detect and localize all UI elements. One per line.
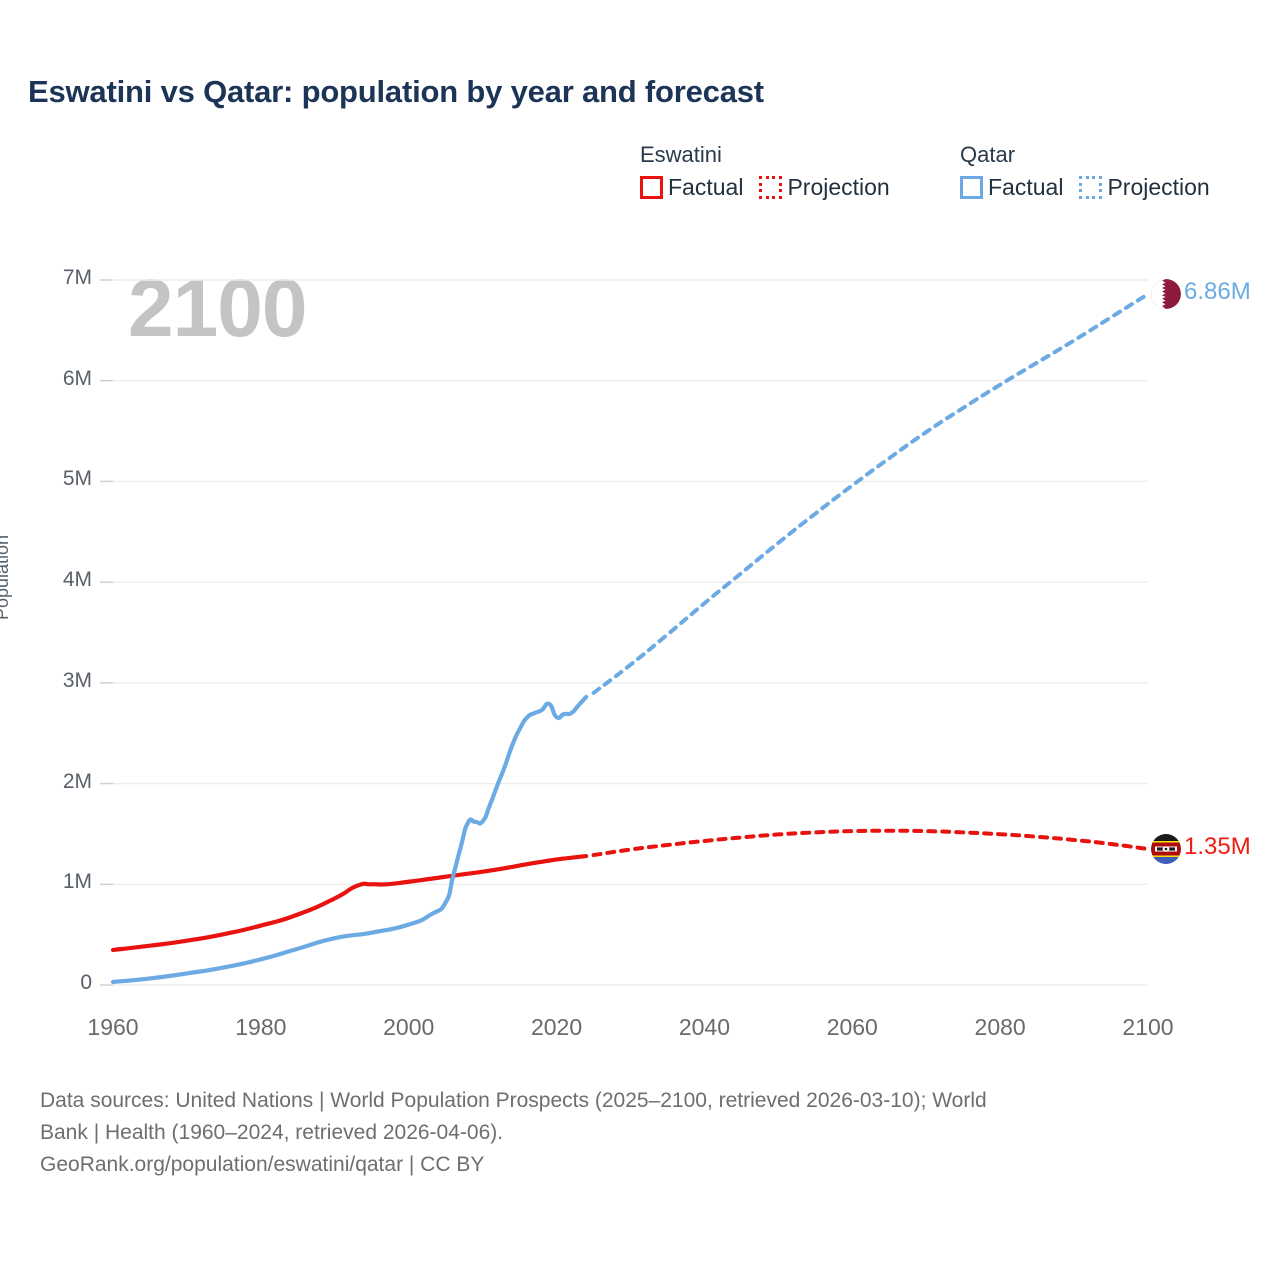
series-line-qatar-factual bbox=[110, 694, 589, 985]
x-tick-label: 1980 bbox=[235, 1014, 287, 1040]
x-tick-label: 2020 bbox=[530, 1014, 583, 1040]
legend-item-eswatini-factual[interactable]: Factual bbox=[640, 174, 743, 201]
footer-line-2: Bank | Health (1960–2024, retrieved 2026… bbox=[40, 1120, 504, 1144]
legend-item-eswatini-projection[interactable]: Projection bbox=[759, 174, 890, 201]
y-tick-label: 7M bbox=[62, 266, 92, 289]
footer-line-3: GeoRank.org/population/eswatini/qatar | … bbox=[40, 1152, 485, 1176]
legend-swatch-solid-red-icon bbox=[640, 176, 663, 199]
y-tick-label: 3M bbox=[62, 668, 92, 692]
legend-group-qatar: Qatar Factual Projection bbox=[960, 142, 1226, 201]
y-tick-label: 2M bbox=[62, 769, 92, 793]
series-line-eswatini-factual bbox=[110, 853, 589, 953]
legend-swatch-solid-blue-icon bbox=[960, 176, 983, 199]
x-tick-label: 2080 bbox=[974, 1014, 1026, 1040]
x-tick-label: 2100 bbox=[1122, 1014, 1174, 1040]
legend-swatch-dotted-red-icon bbox=[759, 176, 783, 199]
x-tick-label: 2040 bbox=[678, 1014, 730, 1040]
legend-label-eswatini-factual: Factual bbox=[668, 174, 744, 200]
footer-sources: Data sources: United Nations | World Pop… bbox=[40, 1086, 1240, 1179]
series-line-qatar-projection bbox=[591, 292, 1150, 695]
qatar-flag-icon bbox=[1151, 279, 1181, 310]
legend-item-qatar-projection[interactable]: Projection bbox=[1079, 174, 1210, 201]
legend-label-qatar-factual: Factual bbox=[988, 174, 1064, 200]
eswatini-end-value-label: 1.35M bbox=[1184, 833, 1251, 861]
x-tick-label: 2060 bbox=[826, 1014, 878, 1040]
qatar-end-value-label: 6.86M bbox=[1184, 278, 1251, 306]
y-tick-label: 5M bbox=[62, 467, 92, 491]
legend-label-eswatini-projection: Projection bbox=[787, 174, 890, 200]
legend-label-qatar-projection: Projection bbox=[1107, 174, 1210, 200]
legend-country-qatar: Qatar bbox=[960, 142, 1016, 167]
year-watermark: 2100 bbox=[128, 263, 307, 354]
x-tick-label: 2000 bbox=[383, 1014, 435, 1040]
y-tick-label: 6M bbox=[62, 366, 92, 390]
page-title: Eswatini vs Qatar: population by year an… bbox=[28, 74, 764, 109]
y-tick-label: 0 bbox=[80, 971, 92, 994]
x-tick-label: 1960 bbox=[87, 1014, 139, 1040]
eswatini-flag-icon bbox=[1151, 834, 1181, 865]
y-tick-label: 4M bbox=[62, 568, 92, 592]
legend-item-qatar-factual[interactable]: Factual bbox=[960, 174, 1063, 201]
legend-group-eswatini: Eswatini Factual Projection bbox=[640, 142, 906, 201]
legend-swatch-dotted-blue-icon bbox=[1079, 176, 1103, 199]
series-line-eswatini-projection bbox=[591, 828, 1150, 858]
legend-country-eswatini: Eswatini bbox=[640, 142, 722, 167]
footer-line-1: Data sources: United Nations | World Pop… bbox=[40, 1089, 987, 1112]
y-tick-label: 1M bbox=[62, 870, 92, 894]
